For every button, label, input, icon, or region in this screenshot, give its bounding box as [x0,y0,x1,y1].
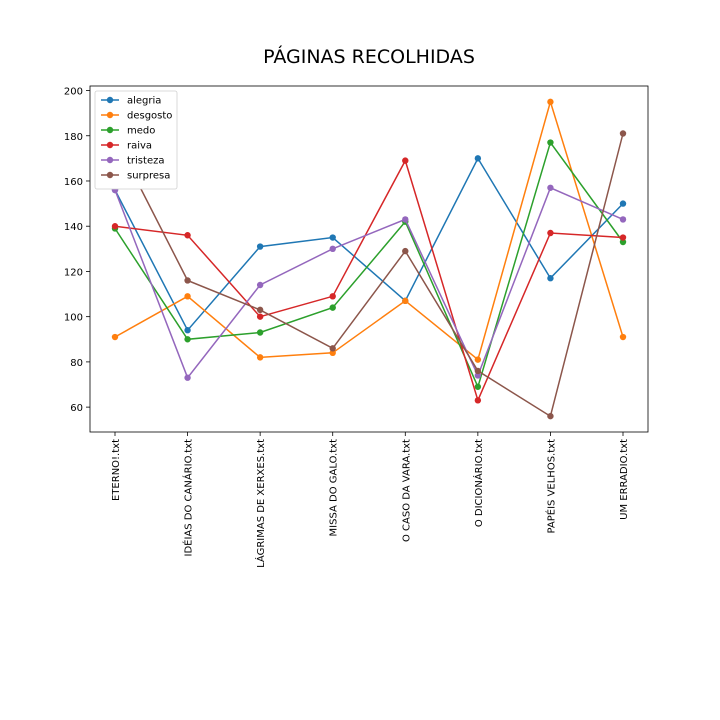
data-point-raiva [547,229,554,237]
data-point-raiva [329,293,336,300]
series-line-medo [114,140,624,389]
data-point-tristeza [402,216,409,223]
legend-marker-tristeza [106,156,114,164]
series-line-tristeza [114,186,624,380]
y-tick-label: 160 [64,177,83,188]
data-point-tristeza [256,281,264,289]
data-point-desgosto [547,98,554,106]
data-point-raiva [619,234,627,241]
data-point-raiva [184,232,191,239]
data-point-alegria [619,200,627,207]
data-point-alegria [184,327,191,334]
data-point-medo [474,383,482,390]
data-point-surpresa [547,412,554,420]
data-point-tristeza [547,184,554,191]
data-point-alegria [474,155,482,162]
y-tick-label: 60 [70,403,83,414]
data-point-tristeza [184,374,191,381]
data-point-raiva [111,223,119,230]
series-line-desgosto [114,99,624,361]
y-tick-label: 80 [70,358,83,369]
legend-label-surpresa: surpresa [127,171,170,182]
data-point-medo [184,336,191,343]
plot-area: 60 80 100 120 140 160 180 200 ETERNO!.txt IDÉIAS … [64,85,649,568]
series-line-alegria [114,156,624,332]
data-point-surpresa [256,306,264,314]
data-point-medo [256,329,264,336]
data-point-desgosto [402,297,409,305]
data-point-medo [329,304,336,311]
data-point-alegria [547,275,554,282]
legend-label-tristeza: tristeza [127,156,164,167]
data-point-desgosto [329,349,336,357]
data-point-surpresa [184,277,191,284]
y-tick-label: 180 [64,132,83,143]
y-tick-label: 140 [64,222,83,233]
legend-label-desgosto: desgosto [127,111,172,122]
x-tick-label: O CASO DA VARA.txt [401,439,412,542]
x-tick-label: LÁGRIMAS DE XERXES.txt [254,439,267,568]
data-point-medo [619,238,627,246]
x-tick-label: O DICIONÁRIO.txt [472,439,485,527]
data-point-surpresa [402,247,409,255]
data-point-desgosto [256,354,264,361]
data-point-raiva [474,397,482,404]
data-point-surpresa [619,130,627,137]
x-tick-label: UM ERRADIO.txt [619,439,630,520]
x-tick-label: IDÉIAS DO CANÁRIO.txt [182,439,195,557]
legend-marker-raiva [106,141,114,149]
data-point-surpresa [329,345,336,352]
data-point-desgosto [111,333,119,341]
legend-label-alegria: alegria [127,96,161,107]
y-tick-label: 200 [64,87,83,98]
y-tick-label: 100 [64,313,83,324]
data-point-desgosto [474,356,482,363]
x-tick-label: PAPÉIS VELHOS.txt [544,439,557,534]
legend-marker-desgosto [106,111,114,119]
data-point-desgosto [184,293,191,300]
plot-frame [89,85,649,433]
data-point-alegria [329,234,336,241]
data-point-medo [547,139,554,146]
legend-marker-medo [106,126,114,134]
x-tick-label: ETERNO!.txt [111,439,122,501]
data-point-alegria [256,243,264,250]
data-point-tristeza [474,372,482,379]
chart-title: PÁGINAS RECOLHIDAS [263,45,475,68]
data-point-raiva [402,157,409,164]
legend-label-medo: medo [127,126,155,137]
legend-label-raiva: raiva [127,141,152,152]
x-tick-label: MISSA DO GALO.txt [329,439,340,537]
y-tick-label: 120 [64,267,83,278]
data-point-raiva [256,313,264,320]
data-point-tristeza [619,216,627,223]
data-point-desgosto [619,333,627,341]
series-line-raiva [114,158,624,403]
data-point-surpresa [474,367,482,375]
data-point-tristeza [329,245,336,253]
series-line-surpresa [114,133,624,418]
legend-marker-surpresa [106,171,114,179]
legend-marker-alegria [106,96,114,104]
